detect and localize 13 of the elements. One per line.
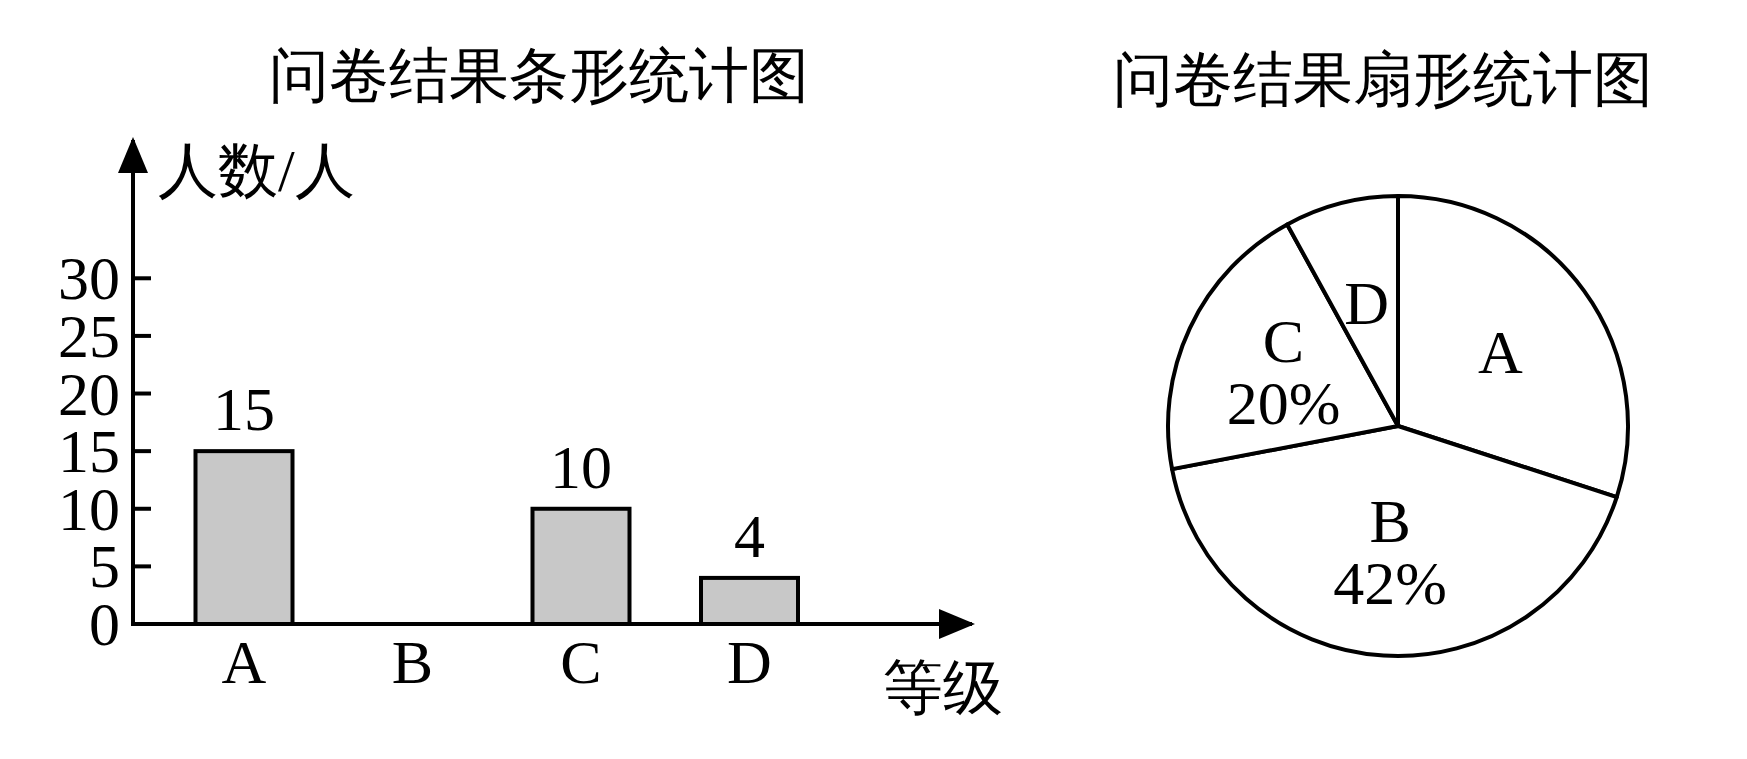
x-tick-label: B <box>391 628 434 696</box>
data-label: 15 <box>213 375 275 444</box>
x-axis-title: 等级 <box>883 655 1003 721</box>
x-tick-label: C <box>560 628 602 696</box>
data-label: 4 <box>734 501 765 570</box>
x-tick-label: A <box>221 628 267 696</box>
slice-label: D <box>1344 269 1389 338</box>
title: 问卷结果条形统计图 <box>269 43 809 109</box>
y-axis-title: 人数/人 <box>158 138 355 204</box>
title: 问卷结果扇形统计图 <box>1113 47 1653 113</box>
data-label: 10 <box>550 432 612 501</box>
x-tick-label: D <box>727 628 772 696</box>
slice-label: A <box>1477 317 1523 386</box>
